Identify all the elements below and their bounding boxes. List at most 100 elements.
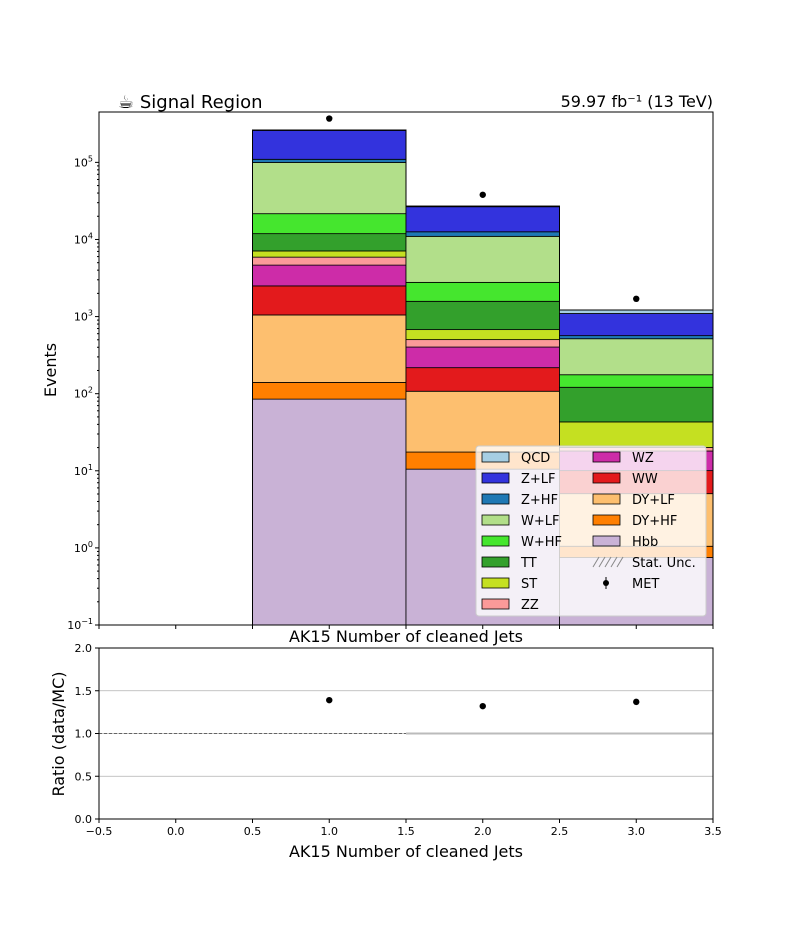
y-tick-label: 103 <box>74 309 93 324</box>
legend-label: Z+HF <box>521 493 558 508</box>
series-w-lf <box>252 162 714 376</box>
bar-segment <box>405 346 560 369</box>
bar-segment <box>405 300 560 331</box>
ratio-x-tick-label: −0.5 <box>86 825 113 838</box>
bar-segment <box>559 386 714 423</box>
bar-segment <box>559 338 714 376</box>
main-x-axis-label: AK15 Number of cleaned Jets <box>289 627 523 646</box>
ratio-point <box>633 698 640 706</box>
ratio-x-tick-label: 2.0 <box>474 825 492 838</box>
legend-label: W+LF <box>521 514 559 529</box>
legend-label: ZZ <box>521 598 539 613</box>
bar-segment <box>252 314 407 383</box>
legend-hatch <box>592 556 600 568</box>
legend-label: Z+LF <box>521 472 556 487</box>
ratio-y-tick-label: 0.5 <box>75 770 93 783</box>
bar-segment <box>252 285 407 316</box>
legend-swatch <box>481 514 510 526</box>
legend-label: QCD <box>521 451 550 466</box>
ratio-x-tick-label: 1.0 <box>321 825 339 838</box>
legend-swatch <box>481 556 510 568</box>
legend-label: TT <box>520 556 537 571</box>
bar-segment <box>405 339 560 348</box>
y-tick-label: 100 <box>74 540 93 555</box>
legend-swatch <box>592 493 621 505</box>
chart-title: ☕ Signal Region <box>118 92 263 113</box>
legend-swatch <box>481 472 510 484</box>
bar-segment <box>405 235 560 283</box>
bar-segment <box>559 309 714 314</box>
legend-hatch <box>598 556 606 568</box>
legend-label: W+HF <box>521 535 562 550</box>
bar-segment <box>252 250 407 258</box>
bar-segment <box>252 256 407 266</box>
bar-segment <box>252 162 407 215</box>
ratio-y-tick-label: 1.5 <box>75 685 93 698</box>
bar-segment <box>559 335 714 340</box>
legend-label: DY+HF <box>632 514 677 529</box>
legend-marker-point <box>603 580 609 586</box>
ratio-x-tick-label: 0.0 <box>167 825 185 838</box>
legend-swatch <box>592 472 621 484</box>
data-point <box>633 295 640 303</box>
legend-swatch <box>481 598 510 610</box>
legend-label: ST <box>521 577 537 592</box>
ratio-x-axis-label: AK15 Number of cleaned Jets <box>289 842 523 861</box>
bar-segment <box>252 130 407 160</box>
data-point <box>479 191 486 198</box>
total-mc-outline <box>252 129 713 625</box>
legend-swatch <box>481 577 510 589</box>
series-z-lf <box>252 130 714 337</box>
lumi-label: 59.97 fb⁻¹ (13 TeV) <box>561 92 713 111</box>
legend-swatch <box>592 535 621 547</box>
bar-segment <box>252 398 407 626</box>
ratio-x-tick-label: 0.5 <box>244 825 262 838</box>
ratio-x-tick-label: 1.5 <box>397 825 415 838</box>
ratio-stat-unc-band <box>406 732 713 735</box>
legend: QCD Z+LF Z+HF W+LF W+HF TT ST ZZ WZ WW DY+LF DY+HF H… <box>475 445 707 617</box>
legend-label: Hbb <box>632 535 658 550</box>
bar-segment <box>252 382 407 400</box>
data-point <box>326 115 333 122</box>
legend-label: WZ <box>632 451 654 466</box>
legend-swatch <box>592 514 621 526</box>
ratio-panel: 0.00.51.01.52.0−0.5 0.0 0.5 1.0 1.5 2.0 2.5 3.0… <box>49 642 722 861</box>
bar-segment <box>405 206 560 233</box>
y-tick-label: 104 <box>74 231 93 246</box>
ratio-point <box>326 696 333 704</box>
legend-swatch <box>481 451 510 463</box>
bar-segment <box>559 313 714 337</box>
legend-label: MET <box>632 577 659 592</box>
legend-label: Stat. Unc. <box>632 556 696 571</box>
legend-label: WW <box>632 472 658 487</box>
legend-label: DY+LF <box>632 493 675 508</box>
bar-segment <box>405 367 560 392</box>
main-y-axis-label: Events <box>41 343 60 397</box>
series-w-hf <box>252 213 714 388</box>
legend-swatch <box>592 451 621 463</box>
series-st <box>252 250 714 448</box>
ratio-x-tick-label: 2.5 <box>551 825 569 838</box>
bar-segment <box>252 158 407 163</box>
y-tick-label: 10−1 <box>67 617 93 632</box>
bar-segment <box>405 329 560 341</box>
bar-segment <box>252 233 407 252</box>
legend-swatch <box>481 493 510 505</box>
bar-segment <box>559 374 714 388</box>
bar-segment <box>252 264 407 287</box>
series-tt <box>252 233 714 423</box>
bar-segment <box>405 281 560 302</box>
legend-hatch <box>610 556 618 568</box>
ratio-y-tick-label: 0.0 <box>75 813 93 826</box>
legend-swatch <box>481 535 510 547</box>
legend-hatch <box>616 556 624 568</box>
ratio-y-tick-label: 2.0 <box>75 642 93 655</box>
ratio-x-tick-label: 3.5 <box>704 825 722 838</box>
ratio-point <box>479 702 486 710</box>
ratio-x-tick-label: 3.0 <box>628 825 646 838</box>
bar-segment <box>252 213 407 235</box>
ratio-y-axis-label: Ratio (data/MC) <box>49 671 68 796</box>
bar-segment <box>405 231 560 237</box>
y-tick-label: 105 <box>74 154 93 169</box>
